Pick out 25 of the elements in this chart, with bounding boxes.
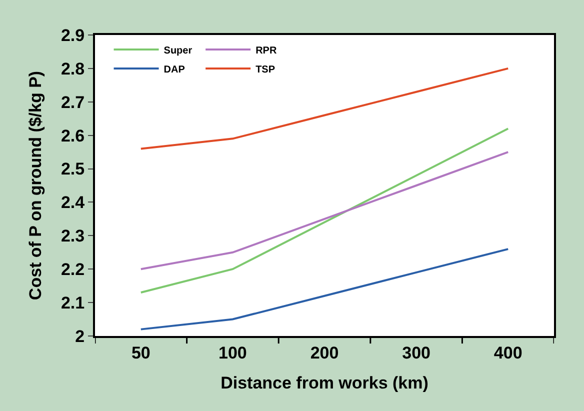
legend-label: Super <box>164 45 192 56</box>
line-series <box>140 128 510 294</box>
legend-label: TSP <box>256 64 276 76</box>
x-tick-label: 100 <box>218 343 247 362</box>
y-tick-label: 2.4 <box>60 193 86 212</box>
y-tick-label: 2.2 <box>60 260 85 280</box>
y-tick-label: 2.5 <box>60 160 85 179</box>
x-axis-title: Distance from works (km) <box>220 373 428 392</box>
x-tick-label: 50 <box>131 343 150 362</box>
y-tick-label: 2.1 <box>60 294 85 313</box>
y-tick-label: 2.8 <box>60 59 85 78</box>
y-tick-label: 2.7 <box>60 92 85 112</box>
x-tick-label: 300 <box>402 343 430 362</box>
y-tick-label: 2.9 <box>60 26 85 45</box>
x-tick-label: 400 <box>494 343 522 362</box>
y-axis-title: Cost of P on ground ($/kg P) <box>26 70 46 300</box>
legend-label: DAP <box>164 64 186 76</box>
y-tick-label: 2 <box>75 326 85 346</box>
y-tick-label: 2.3 <box>60 226 85 246</box>
x-tick-label: 200 <box>310 343 339 362</box>
y-tick-label: 2.6 <box>60 126 85 146</box>
line-series <box>140 151 510 270</box>
line-series <box>140 248 510 330</box>
legend-label: RPR <box>256 45 278 56</box>
line-series <box>140 67 510 150</box>
